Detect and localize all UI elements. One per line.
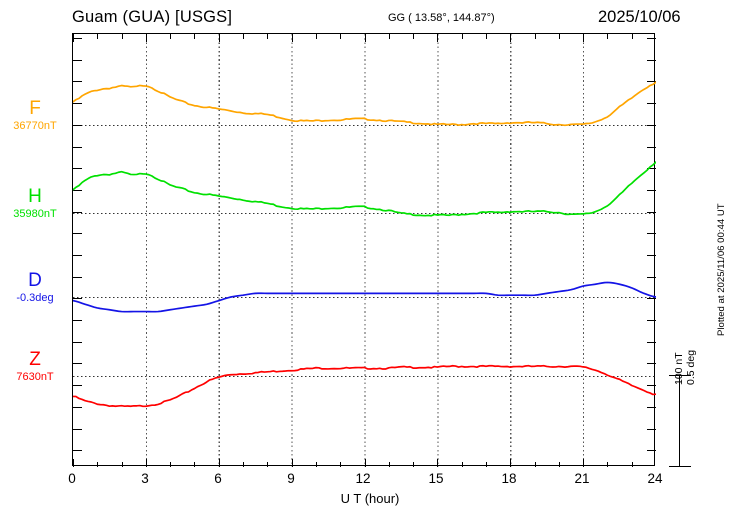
component-value-z: 7630nT: [16, 371, 54, 383]
geographic-coordinates: GG ( 13.58°, 144.87°): [388, 12, 495, 24]
component-letter-f: F: [29, 98, 41, 119]
baseline-gridlines: [73, 124, 656, 378]
component-label-d: D -0.3deg: [2, 271, 68, 304]
xtick-label-15: 15: [428, 471, 444, 486]
x-axis-title: U T (hour): [340, 491, 400, 506]
plot-frame: [72, 33, 656, 467]
trace-h: [73, 161, 656, 217]
data-traces: [73, 81, 656, 408]
component-label-f: F 36770nT: [2, 99, 68, 132]
component-letter-d: D: [28, 270, 42, 291]
top-axis-ticks: [73, 34, 656, 42]
scale-bar-deg: 0.5 deg: [684, 349, 697, 385]
scale-bar-top-cap: [669, 375, 691, 377]
plotted-at-timestamp: Plotted at 2025/11/06 00:44 UT: [716, 203, 727, 336]
observation-date: 2025/10/06: [598, 8, 681, 26]
xtick-label-6: 6: [214, 471, 222, 486]
trace-f: [73, 81, 656, 127]
scale-bar-bottom-cap: [669, 466, 691, 468]
xtick-label-0: 0: [68, 471, 76, 486]
xtick-label-24: 24: [647, 471, 663, 486]
bottom-axis-ticks: [73, 459, 656, 467]
xtick-label-3: 3: [141, 471, 149, 486]
xtick-label-9: 9: [287, 471, 295, 486]
component-value-f: 36770nT: [13, 120, 57, 132]
component-label-z: Z 7630nT: [2, 350, 68, 383]
magnetogram-plot: [73, 34, 656, 467]
left-axis-ticks: [73, 37, 82, 452]
component-value-d: -0.3deg: [16, 292, 54, 304]
scale-bar-nt: 100 nT: [673, 352, 685, 385]
vertical-gridlines: [145, 34, 585, 467]
component-letter-h: H: [28, 186, 42, 207]
station-title: Guam (GUA) [USGS]: [72, 8, 233, 26]
component-letter-z: Z: [29, 349, 41, 370]
component-value-h: 35980nT: [13, 208, 57, 220]
trace-z: [73, 364, 656, 408]
right-axis-ticks: [647, 37, 656, 452]
scale-bar-line: [679, 375, 681, 467]
component-label-h: H 35980nT: [2, 187, 68, 220]
trace-d: [73, 281, 656, 313]
xtick-label-18: 18: [501, 471, 517, 486]
scale-bar-label: 100 nT 0.5 deg: [673, 305, 697, 385]
xtick-label-12: 12: [355, 471, 371, 486]
xtick-label-21: 21: [574, 471, 590, 486]
